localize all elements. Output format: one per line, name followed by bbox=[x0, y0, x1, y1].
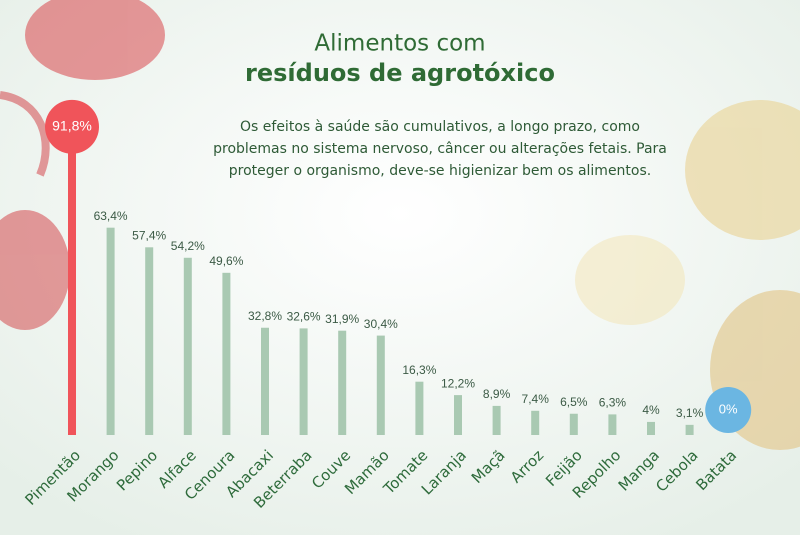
value-label: 7,4% bbox=[522, 392, 550, 406]
value-label: 57,4% bbox=[132, 228, 166, 242]
value-label: 31,9% bbox=[325, 312, 359, 326]
value-label: 4% bbox=[642, 403, 660, 417]
bar bbox=[705, 387, 752, 433]
value-label: 3,1% bbox=[676, 406, 704, 420]
value-label: 30,4% bbox=[364, 317, 398, 331]
bar bbox=[183, 257, 192, 435]
value-label: 8,9% bbox=[483, 387, 511, 401]
bar bbox=[608, 414, 617, 435]
value-label: 16,3% bbox=[402, 363, 436, 377]
bar bbox=[261, 327, 269, 435]
bar bbox=[569, 413, 578, 435]
value-label: 0% bbox=[719, 401, 738, 416]
value-label: 6,5% bbox=[560, 395, 588, 409]
subtitle: problemas no sistema nervoso, câncer ou … bbox=[213, 141, 667, 157]
bar bbox=[68, 134, 76, 435]
bar bbox=[299, 328, 308, 435]
bar bbox=[415, 381, 424, 435]
chart-title: resíduos de agrotóxico bbox=[245, 59, 555, 87]
chart-title: Alimentos com bbox=[314, 31, 485, 57]
subtitle: Os efeitos à saúde são cumulativos, a lo… bbox=[240, 119, 640, 135]
bar bbox=[685, 424, 694, 435]
value-label: 6,3% bbox=[599, 396, 627, 410]
bar bbox=[492, 405, 501, 435]
value-label: 32,6% bbox=[287, 310, 321, 324]
bar bbox=[647, 421, 655, 435]
bar bbox=[145, 247, 154, 435]
bar bbox=[454, 395, 462, 435]
value-badge bbox=[45, 99, 99, 154]
subtitle: proteger o organismo, deve-se higienizar… bbox=[229, 163, 651, 179]
value-label: 91,8% bbox=[52, 118, 92, 134]
value-label: 32,8% bbox=[248, 309, 282, 323]
bar bbox=[376, 335, 385, 435]
value-label: 54,2% bbox=[171, 239, 205, 253]
value-label: 12,2% bbox=[441, 376, 475, 390]
bar bbox=[222, 272, 231, 435]
bar bbox=[338, 330, 347, 435]
bar bbox=[106, 227, 115, 435]
value-label: 49,6% bbox=[209, 254, 243, 268]
value-label: 63,4% bbox=[94, 209, 128, 223]
bar bbox=[531, 410, 540, 435]
